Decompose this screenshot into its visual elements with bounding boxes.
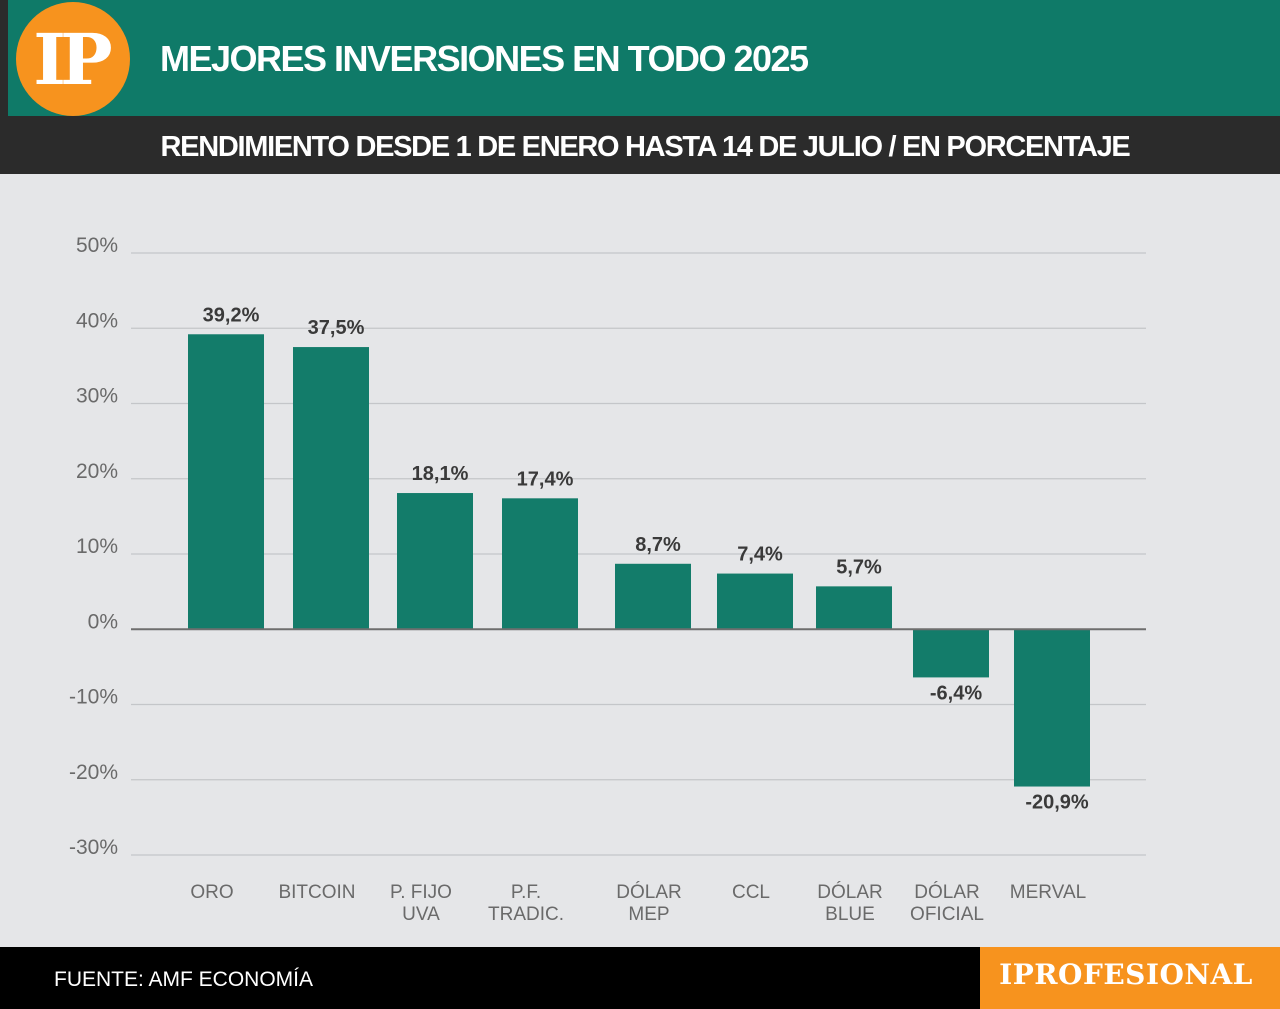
data-label: 37,5% (308, 317, 365, 339)
x-tick-label: TRADIC. (488, 904, 564, 925)
chart-subtitle: RENDIMIENTO DESDE 1 DE ENERO HASTA 14 DE… (160, 131, 1131, 163)
data-label: 18,1% (412, 463, 469, 485)
data-label: 39,2% (203, 304, 260, 326)
brand-logo: IPROFESIONAL (999, 958, 1253, 991)
header-bar (0, 0, 1280, 116)
logo-text: IP (33, 17, 112, 101)
x-tick-label: P.F. (511, 882, 541, 903)
x-tick-label: BLUE (825, 904, 875, 925)
bar (816, 586, 892, 630)
y-tick-label: -10% (69, 686, 118, 709)
bar (293, 347, 369, 630)
x-tick-label: P. FIJO (390, 882, 452, 903)
data-label: 17,4% (517, 468, 574, 490)
bar (188, 334, 264, 630)
x-tick-label: DÓLAR (616, 881, 681, 903)
bar (502, 498, 578, 630)
brand-box (980, 947, 1280, 1009)
y-tick-label: 20% (76, 460, 118, 483)
data-label: 8,7% (635, 534, 681, 556)
y-tick-label: 10% (76, 535, 118, 558)
x-tick-label: MERVAL (1010, 882, 1086, 903)
bar (397, 493, 473, 630)
subheader-bar (0, 116, 1280, 174)
data-label: 7,4% (737, 544, 783, 566)
x-tick-label: OFICIAL (910, 904, 984, 925)
bar (717, 573, 793, 630)
bars (188, 334, 1090, 787)
x-tick-label: CCL (732, 882, 770, 903)
x-tick-label: MEP (628, 904, 669, 925)
x-tick-label: DÓLAR (914, 881, 979, 903)
data-label: -20,9% (1025, 792, 1089, 814)
data-label: -6,4% (930, 682, 982, 704)
y-tick-label: -20% (69, 761, 118, 784)
x-tick-label: UVA (402, 904, 440, 925)
x-tick-label: ORO (190, 882, 233, 903)
footer-bar (0, 947, 980, 1009)
y-tick-label: 50% (76, 234, 118, 257)
y-tick-label: -30% (69, 836, 118, 859)
bar (615, 563, 691, 630)
bar (913, 629, 989, 678)
labels: 50% 40% 30% 20% 10% 0% -10% -20% -30% 39,2% ORO 37,… (69, 234, 1089, 925)
y-tick-label: 0% (88, 610, 118, 633)
y-tick-label: 40% (76, 309, 118, 332)
data-label: 5,7% (836, 556, 882, 578)
y-tick-label: 30% (76, 385, 118, 408)
bar-chart: 50% 40% 30% 20% 10% 0% -10% -20% -30% 39,2% ORO 37,… (69, 234, 1146, 925)
x-tick-label: DÓLAR (817, 881, 882, 903)
x-tick-label: BITCOIN (278, 882, 355, 903)
bar (1014, 629, 1090, 787)
chart-title: MEJORES INVERSIONES EN TODO 2025 (160, 38, 809, 79)
header-edge (0, 0, 8, 116)
ip-logo: IP (16, 2, 130, 116)
source-note: FUENTE: AMF ECONOMÍA (54, 968, 314, 991)
